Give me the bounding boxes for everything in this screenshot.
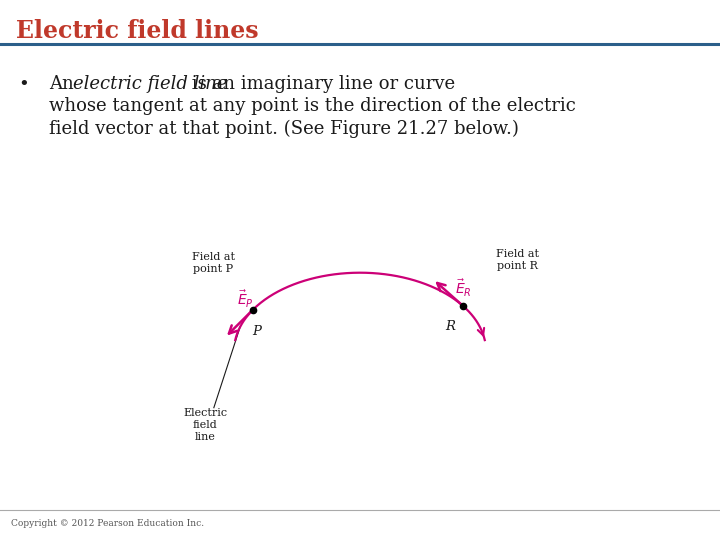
Text: field vector at that point. (See Figure 21.27 below.): field vector at that point. (See Figure … <box>49 120 519 138</box>
Text: $\vec{E}_R$: $\vec{E}_R$ <box>455 278 472 299</box>
Text: whose tangent at any point is the direction of the electric: whose tangent at any point is the direct… <box>49 97 576 115</box>
Text: R: R <box>445 320 455 333</box>
Text: $\vec{E}_P$: $\vec{E}_P$ <box>237 289 253 310</box>
Text: Electric
field
line: Electric field line <box>183 408 228 442</box>
Text: •: • <box>18 75 29 92</box>
Text: Copyright © 2012 Pearson Education Inc.: Copyright © 2012 Pearson Education Inc. <box>11 519 204 529</box>
Text: is an imaginary line or curve: is an imaginary line or curve <box>186 75 456 92</box>
Text: Field at
point P: Field at point P <box>192 252 235 274</box>
Text: electric field line: electric field line <box>73 75 227 92</box>
Text: An: An <box>49 75 79 92</box>
Text: P: P <box>252 325 261 338</box>
Text: Field at
point R: Field at point R <box>495 248 539 271</box>
Text: Electric field lines: Electric field lines <box>16 19 258 43</box>
